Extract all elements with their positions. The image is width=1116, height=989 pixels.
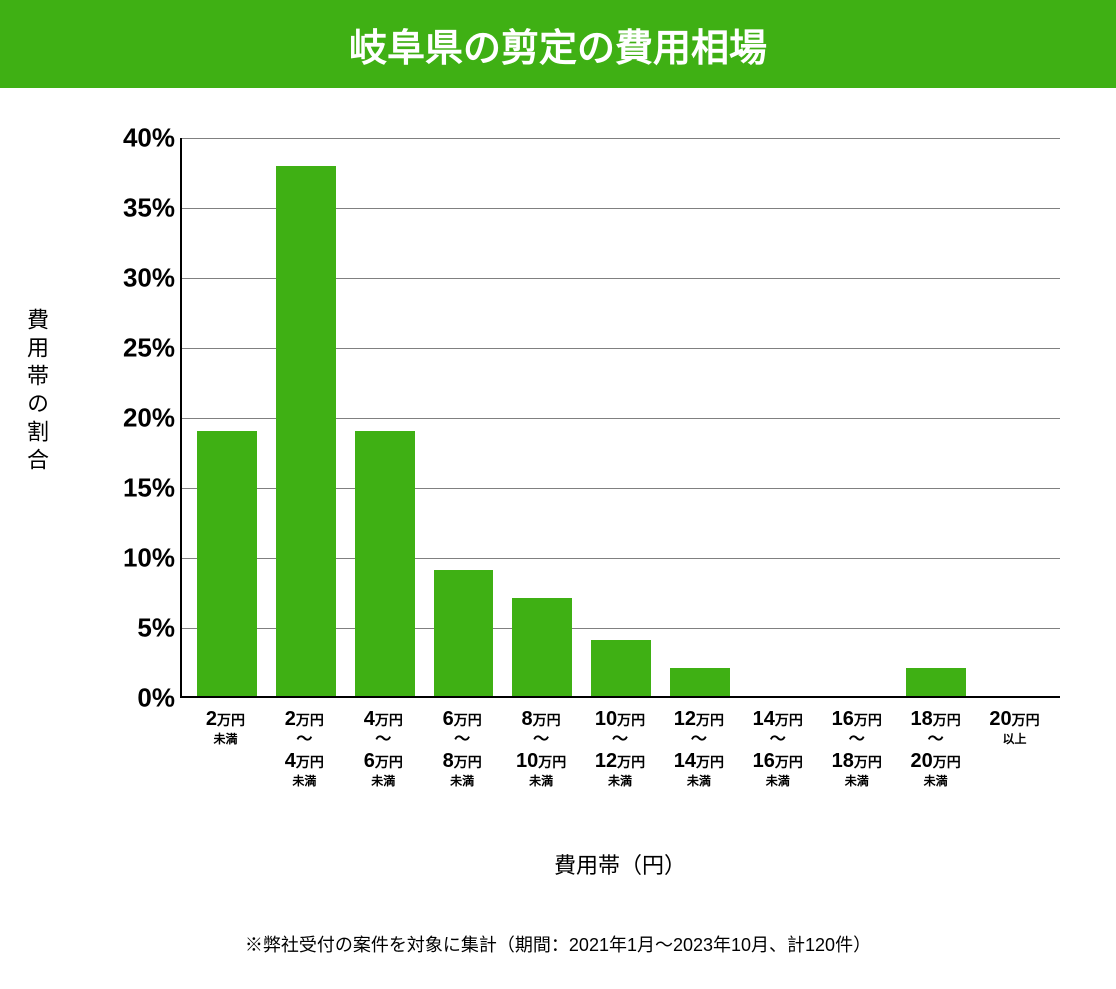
y-tick-label: 40% xyxy=(123,123,175,154)
x-label-tilde: 〜 xyxy=(691,732,707,748)
bar-slot xyxy=(345,138,424,696)
x-category-label: 8万円〜 10万円未満 xyxy=(502,708,581,789)
x-label-bottom: 6万円 xyxy=(364,750,403,772)
x-label-bottom: 18万円 xyxy=(832,750,882,772)
x-label-suffix: 未満 xyxy=(845,772,869,789)
plot-area xyxy=(180,138,1060,698)
x-label-bottom: 8万円 xyxy=(443,750,482,772)
x-label-top: 12万円 xyxy=(674,708,724,730)
x-label-suffix: 未満 xyxy=(608,772,632,789)
x-label-tilde: 〜 xyxy=(928,732,944,748)
bar xyxy=(197,431,257,696)
y-tick-label: 10% xyxy=(123,543,175,574)
x-label-suffix: 未満 xyxy=(450,772,474,789)
bar xyxy=(906,668,966,696)
title-bar: 岐阜県の剪定の費用相場 xyxy=(0,0,1116,88)
x-label-top: 10万円 xyxy=(595,708,645,730)
bar xyxy=(670,668,730,696)
bar-slot xyxy=(424,138,503,696)
x-label-suffix: 以上 xyxy=(1003,730,1027,747)
x-label-bottom: 14万円 xyxy=(674,750,724,772)
bar-slot xyxy=(739,138,818,696)
x-label-bottom: 20万円 xyxy=(910,750,960,772)
x-category-label: 16万円〜 18万円未満 xyxy=(817,708,896,789)
bar-slot xyxy=(975,138,1054,696)
footnote: ※弊社受付の案件を対象に集計（期間：2021年1月～2023年10月、計120件… xyxy=(0,931,1116,957)
x-label-top: 2万円 xyxy=(206,708,245,730)
x-label-tilde: 〜 xyxy=(454,732,470,748)
bar-slot xyxy=(188,138,267,696)
x-axis-title: 費用帯（円） xyxy=(180,848,1060,880)
bar-slot xyxy=(818,138,897,696)
x-category-label: 2万円未満 xyxy=(186,708,265,789)
chart-container: 費用帯の割合 0%5%10%15%20%25%30%35%40% 2万円未満2万… xyxy=(50,128,1070,848)
x-label-tilde: 〜 xyxy=(612,732,628,748)
x-label-suffix: 未満 xyxy=(529,772,553,789)
y-axis-label: 費用帯の割合 xyxy=(20,308,52,476)
x-label-bottom: 16万円 xyxy=(753,750,803,772)
x-label-suffix: 未満 xyxy=(766,772,790,789)
bar-slot xyxy=(660,138,739,696)
x-labels-container: 2万円未満2万円〜4万円未満4万円〜6万円未満6万円〜8万円未満8万円〜10万円… xyxy=(180,708,1060,789)
x-label-suffix: 未満 xyxy=(292,772,316,789)
x-label-bottom: 12万円 xyxy=(595,750,645,772)
x-label-top: 14万円 xyxy=(753,708,803,730)
bar-slot xyxy=(503,138,582,696)
x-label-suffix: 未満 xyxy=(687,772,711,789)
x-category-label: 14万円〜 16万円未満 xyxy=(738,708,817,789)
x-label-bottom: 4万円 xyxy=(285,750,324,772)
y-tick-label: 35% xyxy=(123,193,175,224)
x-category-label: 10万円〜 12万円未満 xyxy=(581,708,660,789)
bar xyxy=(276,166,336,696)
bar xyxy=(355,431,415,696)
x-label-tilde: 〜 xyxy=(375,732,391,748)
x-category-label: 12万円〜 14万円未満 xyxy=(659,708,738,789)
y-tick-label: 20% xyxy=(123,403,175,434)
x-label-tilde: 〜 xyxy=(770,732,786,748)
x-label-suffix: 未満 xyxy=(371,772,395,789)
x-category-label: 18万円〜 20万円未満 xyxy=(896,708,975,789)
x-label-tilde: 〜 xyxy=(296,732,312,748)
bar xyxy=(591,640,651,696)
y-tick-label: 5% xyxy=(137,613,175,644)
bar xyxy=(434,570,494,696)
x-label-top: 4万円 xyxy=(364,708,403,730)
page-title: 岐阜県の剪定の費用相場 xyxy=(349,17,767,72)
x-label-top: 18万円 xyxy=(910,708,960,730)
x-label-top: 20万円 xyxy=(989,708,1039,730)
x-label-top: 6万円 xyxy=(443,708,482,730)
x-category-label: 2万円〜 4万円未満 xyxy=(265,708,344,789)
x-label-top: 8万円 xyxy=(522,708,561,730)
bars-container xyxy=(182,138,1060,696)
y-tick-label: 15% xyxy=(123,473,175,504)
x-label-bottom: 10万円 xyxy=(516,750,566,772)
bar-slot xyxy=(267,138,346,696)
x-label-tilde: 〜 xyxy=(849,732,865,748)
bar-slot xyxy=(897,138,976,696)
x-category-label: 6万円〜 8万円未満 xyxy=(423,708,502,789)
x-label-suffix: 未満 xyxy=(213,730,237,747)
x-label-tilde: 〜 xyxy=(533,732,549,748)
x-category-label: 20万円以上 xyxy=(975,708,1054,789)
y-tick-label: 0% xyxy=(137,683,175,714)
bar-slot xyxy=(582,138,661,696)
x-label-top: 16万円 xyxy=(832,708,882,730)
x-label-suffix: 未満 xyxy=(924,772,948,789)
bar xyxy=(512,598,572,696)
y-tick-label: 30% xyxy=(123,263,175,294)
x-category-label: 4万円〜 6万円未満 xyxy=(344,708,423,789)
y-tick-label: 25% xyxy=(123,333,175,364)
x-label-top: 2万円 xyxy=(285,708,324,730)
